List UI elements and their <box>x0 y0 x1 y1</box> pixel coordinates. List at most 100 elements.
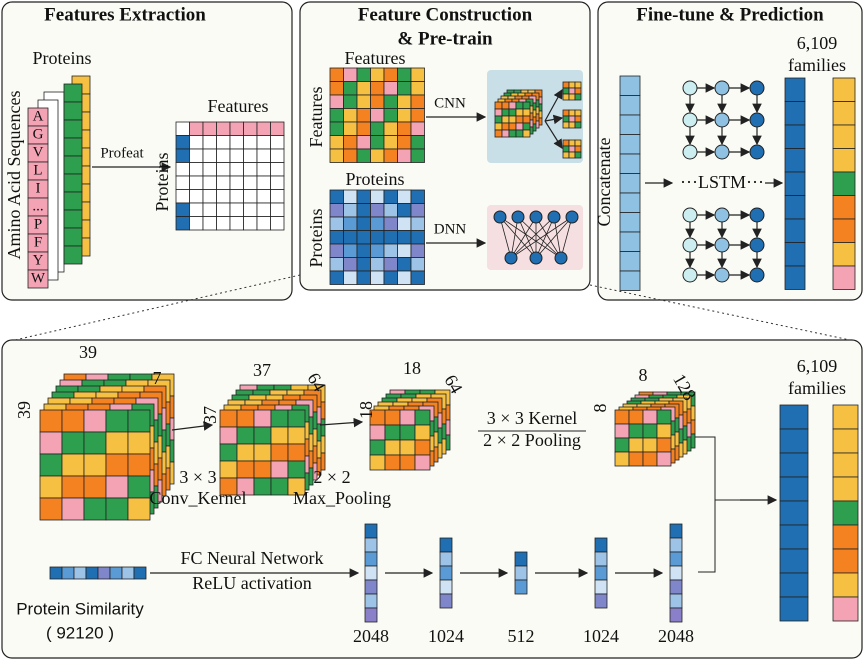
cell <box>63 83 83 103</box>
cell <box>383 230 398 245</box>
cell <box>202 148 217 163</box>
cell <box>494 129 503 138</box>
cell <box>356 108 371 123</box>
cell <box>216 202 231 217</box>
cell <box>270 162 285 177</box>
label: CNN <box>434 95 466 111</box>
cell <box>383 270 398 285</box>
cell <box>216 148 231 163</box>
cell <box>784 148 806 173</box>
cell <box>410 203 425 218</box>
edge <box>535 216 573 259</box>
cell <box>63 245 83 265</box>
dim: 39 <box>79 342 97 362</box>
cell <box>501 129 510 138</box>
cell <box>329 67 344 82</box>
cell <box>343 189 358 204</box>
cell <box>189 189 204 204</box>
edge <box>517 216 562 259</box>
title: Fine-tune & Prediction <box>636 4 824 25</box>
cell <box>369 424 386 441</box>
title: Features Extraction <box>44 4 206 25</box>
cell <box>410 94 425 109</box>
title: Feature Construction <box>358 4 533 25</box>
cell <box>383 81 398 96</box>
cell <box>370 257 385 272</box>
cell <box>329 148 344 163</box>
label: 2 × 2 <box>313 467 350 487</box>
amino-acid: W <box>31 270 46 286</box>
cell <box>189 162 204 177</box>
cell <box>619 212 641 233</box>
cell <box>343 230 358 245</box>
cell <box>779 476 809 502</box>
edge <box>510 216 519 259</box>
cell <box>779 524 809 550</box>
cell <box>270 216 285 231</box>
cell <box>514 579 528 595</box>
cell <box>202 121 217 136</box>
cell <box>832 265 856 290</box>
cell <box>832 476 859 502</box>
cell <box>236 409 255 428</box>
cell <box>832 572 859 598</box>
cell <box>832 195 856 220</box>
cell <box>270 409 289 428</box>
cell <box>642 409 658 425</box>
cell <box>49 566 63 580</box>
cell <box>61 566 75 580</box>
cell <box>270 443 289 462</box>
cell <box>229 148 244 163</box>
label: Protein Similarity <box>16 599 144 618</box>
cell <box>397 270 412 285</box>
cell <box>253 477 272 496</box>
cell <box>229 189 244 204</box>
label: 3 × 3 Kernel <box>487 408 578 428</box>
cell <box>175 162 190 177</box>
cell <box>343 216 358 231</box>
cell <box>287 443 306 462</box>
cell <box>669 523 683 539</box>
cell <box>329 108 344 123</box>
dim: 37 <box>253 360 271 380</box>
cell <box>619 173 641 194</box>
cell <box>343 81 358 96</box>
cell <box>216 135 231 150</box>
cell <box>61 431 85 455</box>
cell <box>410 108 425 123</box>
cell <box>562 115 570 123</box>
edge <box>553 216 562 259</box>
cell <box>669 565 683 581</box>
lstm-cell <box>749 267 765 283</box>
cell <box>243 135 258 150</box>
lstm-cell <box>682 112 698 128</box>
cell <box>414 409 431 426</box>
arrow <box>319 417 364 428</box>
cell <box>229 135 244 150</box>
lstm-cell <box>749 207 765 223</box>
edge <box>499 216 562 259</box>
cell <box>105 431 129 455</box>
cell <box>562 109 570 117</box>
cell <box>287 426 306 445</box>
cell <box>329 257 344 272</box>
cell <box>189 121 204 136</box>
cell <box>414 424 431 441</box>
cell <box>515 115 524 124</box>
cell <box>384 439 401 456</box>
node <box>565 210 579 224</box>
cell <box>383 257 398 272</box>
cell <box>364 593 378 609</box>
cell <box>219 443 238 462</box>
cell <box>370 108 385 123</box>
cell <box>369 439 386 456</box>
label: Features <box>208 96 269 116</box>
cell <box>256 135 271 150</box>
cell <box>784 218 806 243</box>
cell <box>343 243 358 258</box>
edge <box>499 216 537 259</box>
cell <box>779 596 809 622</box>
cell <box>410 270 425 285</box>
cell <box>410 257 425 272</box>
